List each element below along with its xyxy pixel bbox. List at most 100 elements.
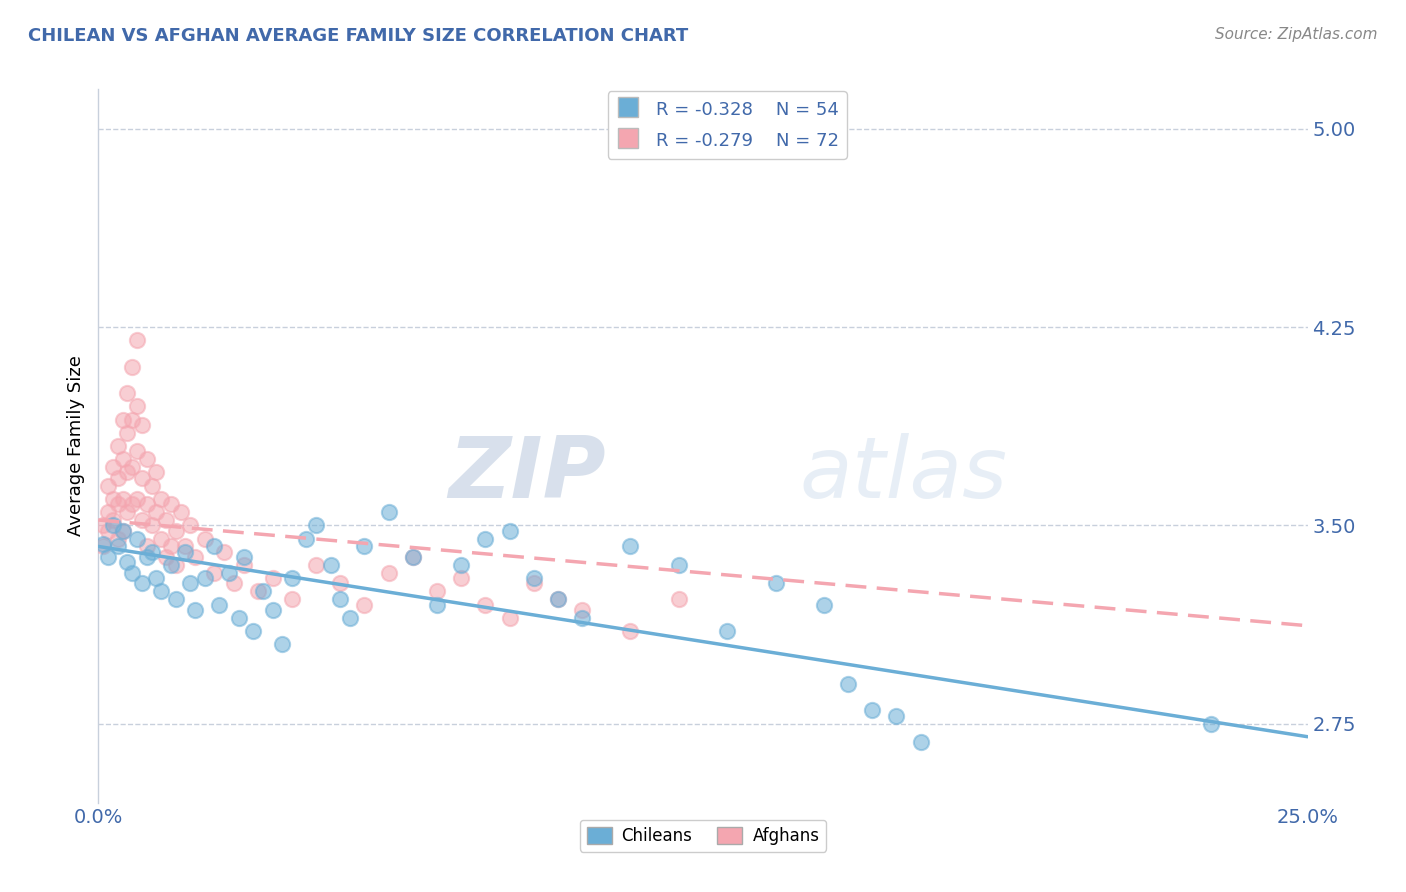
Point (135, 497, 157, 511)
Point (117, 555, 139, 569)
Point (523, 571, 546, 585)
Point (765, 576, 787, 591)
Point (111, 524, 134, 538)
Point (860, 703, 883, 717)
Point (117, 466, 139, 480)
Point (117, 505, 139, 519)
Point (121, 359, 143, 374)
Point (1199, 716, 1222, 731)
Y-axis label: Average Family Size: Average Family Size (66, 356, 84, 536)
Point (101, 491, 124, 506)
Point (145, 571, 167, 585)
Point (91, 537, 114, 551)
Point (127, 400, 149, 414)
Point (131, 576, 153, 591)
Point (135, 549, 157, 564)
Point (150, 532, 173, 546)
Point (135, 540, 157, 554)
Point (571, 603, 593, 617)
Point (107, 497, 129, 511)
Point (281, 592, 304, 607)
Point (886, 708, 908, 723)
Point (474, 532, 496, 546)
Point (127, 444, 149, 458)
Point (165, 558, 187, 572)
Point (165, 592, 187, 607)
Point (111, 491, 134, 506)
Point (117, 425, 139, 440)
Point (179, 518, 201, 533)
Point (150, 491, 173, 506)
Point (353, 540, 375, 554)
Point (377, 505, 399, 519)
Point (212, 545, 235, 559)
Point (145, 466, 167, 480)
Point (131, 417, 153, 432)
Point (131, 513, 153, 527)
Point (329, 576, 352, 591)
Point (305, 558, 328, 572)
Point (145, 505, 167, 519)
Point (141, 478, 163, 492)
Point (222, 576, 245, 591)
Point (97, 524, 120, 538)
Point (232, 549, 254, 564)
Point (174, 540, 197, 554)
Point (107, 532, 129, 546)
Point (837, 677, 859, 691)
Point (218, 566, 240, 580)
Text: ZIP: ZIP (449, 433, 606, 516)
Point (101, 460, 124, 475)
Point (271, 637, 294, 651)
Point (571, 611, 593, 625)
Point (547, 592, 569, 607)
Point (121, 460, 143, 475)
Point (498, 524, 520, 538)
Point (329, 592, 352, 607)
Point (127, 532, 149, 546)
Point (319, 558, 342, 572)
Point (160, 540, 183, 554)
Text: atlas: atlas (800, 433, 1008, 516)
Point (91, 540, 114, 554)
Point (619, 540, 641, 554)
Point (247, 584, 270, 599)
Point (295, 532, 318, 546)
Point (179, 576, 201, 591)
Point (377, 566, 399, 580)
Point (208, 598, 231, 612)
Point (242, 624, 264, 638)
Point (194, 571, 217, 585)
Point (97, 549, 120, 564)
Point (262, 603, 284, 617)
Point (160, 497, 183, 511)
Point (165, 524, 187, 538)
Point (121, 412, 143, 426)
Point (169, 505, 191, 519)
Point (252, 584, 274, 599)
Point (141, 518, 163, 533)
Point (450, 571, 472, 585)
Point (426, 584, 449, 599)
Text: Source: ZipAtlas.com: Source: ZipAtlas.com (1215, 27, 1378, 42)
Point (127, 491, 149, 506)
Point (117, 386, 139, 401)
Point (204, 540, 226, 554)
Point (450, 558, 472, 572)
Point (135, 452, 157, 467)
Point (353, 598, 375, 612)
Point (402, 549, 425, 564)
Point (97, 505, 120, 519)
Point (155, 549, 177, 564)
Point (111, 524, 134, 538)
Point (619, 624, 641, 638)
Point (668, 558, 690, 572)
Point (111, 412, 134, 426)
Point (262, 571, 284, 585)
Point (232, 558, 254, 572)
Point (101, 518, 124, 533)
Point (204, 566, 226, 580)
Point (160, 558, 183, 572)
Point (107, 439, 129, 453)
Point (228, 611, 250, 625)
